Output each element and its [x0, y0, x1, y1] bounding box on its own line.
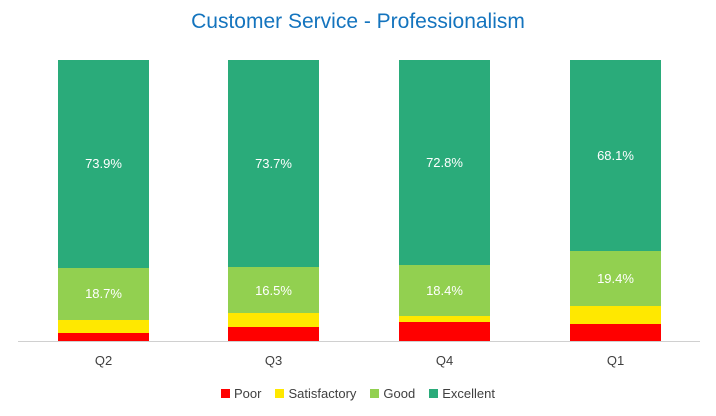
legend-label: Good [383, 386, 416, 401]
legend: Poor Satisfactory Good Excellent [0, 386, 716, 401]
bar-segment-poor [399, 321, 490, 341]
legend-label: Poor [234, 386, 262, 401]
data-label: 73.9% [85, 156, 122, 172]
plot-area: 18.7% 73.9% 16.5% 73.7% 18.4% 72.8% 19.4% 68.1% [18, 60, 700, 341]
bar-segment-satisfactory [570, 305, 661, 325]
x-axis-label: Q4 [435, 353, 454, 368]
bar-segment-good: 19.4% [570, 251, 661, 306]
x-axis-line [18, 341, 700, 342]
bar-q1: 19.4% 68.1% [570, 60, 661, 341]
legend-label: Satisfactory [288, 386, 357, 401]
chart-title: Customer Service - Professionalism [191, 10, 525, 33]
data-label: 19.4% [597, 271, 634, 287]
bar-segment-satisfactory [228, 313, 319, 328]
bar-segment-poor [570, 324, 661, 341]
data-label: 72.8% [426, 154, 463, 170]
data-label: 16.5% [255, 282, 292, 298]
data-label: 73.7% [255, 156, 292, 172]
bar-segment-good: 16.5% [228, 267, 319, 314]
bar-segment-satisfactory [58, 320, 149, 334]
bar-segment-poor [58, 333, 149, 341]
bar-segment-excellent: 73.7% [228, 60, 319, 268]
legend-item-good: Good [370, 386, 415, 401]
bar-segment-excellent: 73.9% [58, 60, 149, 268]
legend-label: Excellent [442, 386, 495, 401]
bar-segment-excellent: 68.1% [570, 60, 661, 252]
bar-q3: 16.5% 73.7% [228, 60, 319, 341]
legend-swatch-icon [221, 389, 231, 398]
data-label: 18.4% [426, 282, 463, 298]
legend-item-excellent: Excellent [429, 386, 495, 401]
legend-item-satisfactory: Satisfactory [275, 386, 356, 401]
bar-segment-good: 18.4% [399, 264, 490, 317]
legend-swatch-icon [429, 389, 439, 398]
bar-segment-satisfactory [399, 316, 490, 322]
x-axis-label: Q3 [264, 353, 283, 368]
bar-q4: 18.4% 72.8% [399, 60, 490, 341]
legend-item-poor: Poor [221, 386, 261, 401]
legend-swatch-icon [370, 389, 380, 398]
bar-segment-poor [228, 327, 319, 341]
data-label: 68.1% [597, 148, 634, 164]
x-axis-label: Q2 [94, 353, 113, 368]
bar-segment-excellent: 72.8% [399, 60, 490, 265]
x-axis-label: Q1 [606, 353, 625, 368]
legend-swatch-icon [275, 389, 285, 398]
bar-q2: 18.7% 73.9% [58, 60, 149, 341]
bar-segment-good: 18.7% [58, 267, 149, 321]
data-label: 18.7% [85, 286, 122, 302]
